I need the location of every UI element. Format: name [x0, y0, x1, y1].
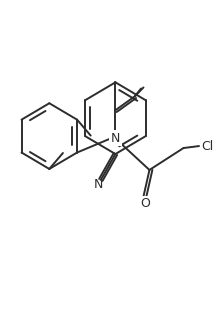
- Text: O: O: [141, 197, 150, 210]
- Text: Cl: Cl: [202, 140, 214, 153]
- Text: N: N: [94, 178, 103, 191]
- Text: N: N: [111, 131, 120, 145]
